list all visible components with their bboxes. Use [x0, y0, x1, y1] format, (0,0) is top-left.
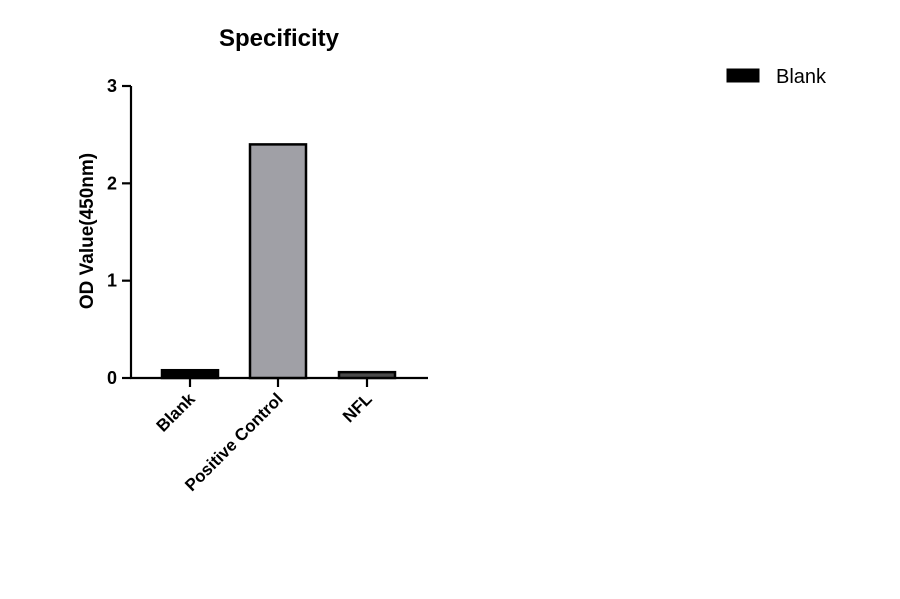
x-tick-label: Blank: [153, 389, 200, 436]
y-tick-label: 3: [107, 76, 117, 96]
bar-nfl: [337, 370, 397, 380]
chart-title: Specificity: [219, 25, 340, 52]
y-axis: 0 1 2 3: [107, 76, 133, 388]
y-tick-label: 1: [107, 271, 117, 291]
legend: Blank: [726, 66, 827, 88]
legend-label: Blank: [776, 66, 827, 88]
bar-positive-control: [248, 143, 308, 380]
bar-blank: [160, 368, 220, 380]
x-axis: [130, 376, 428, 387]
x-tick-label: NFL: [339, 389, 376, 426]
x-tick-label: Positive Control: [181, 389, 287, 495]
bar-group: [160, 143, 397, 380]
y-axis-label: OD Value(450nm): [77, 153, 98, 309]
y-tick-label: 0: [107, 368, 117, 388]
legend-swatch: [726, 68, 760, 83]
y-tick-label: 2: [107, 173, 117, 193]
